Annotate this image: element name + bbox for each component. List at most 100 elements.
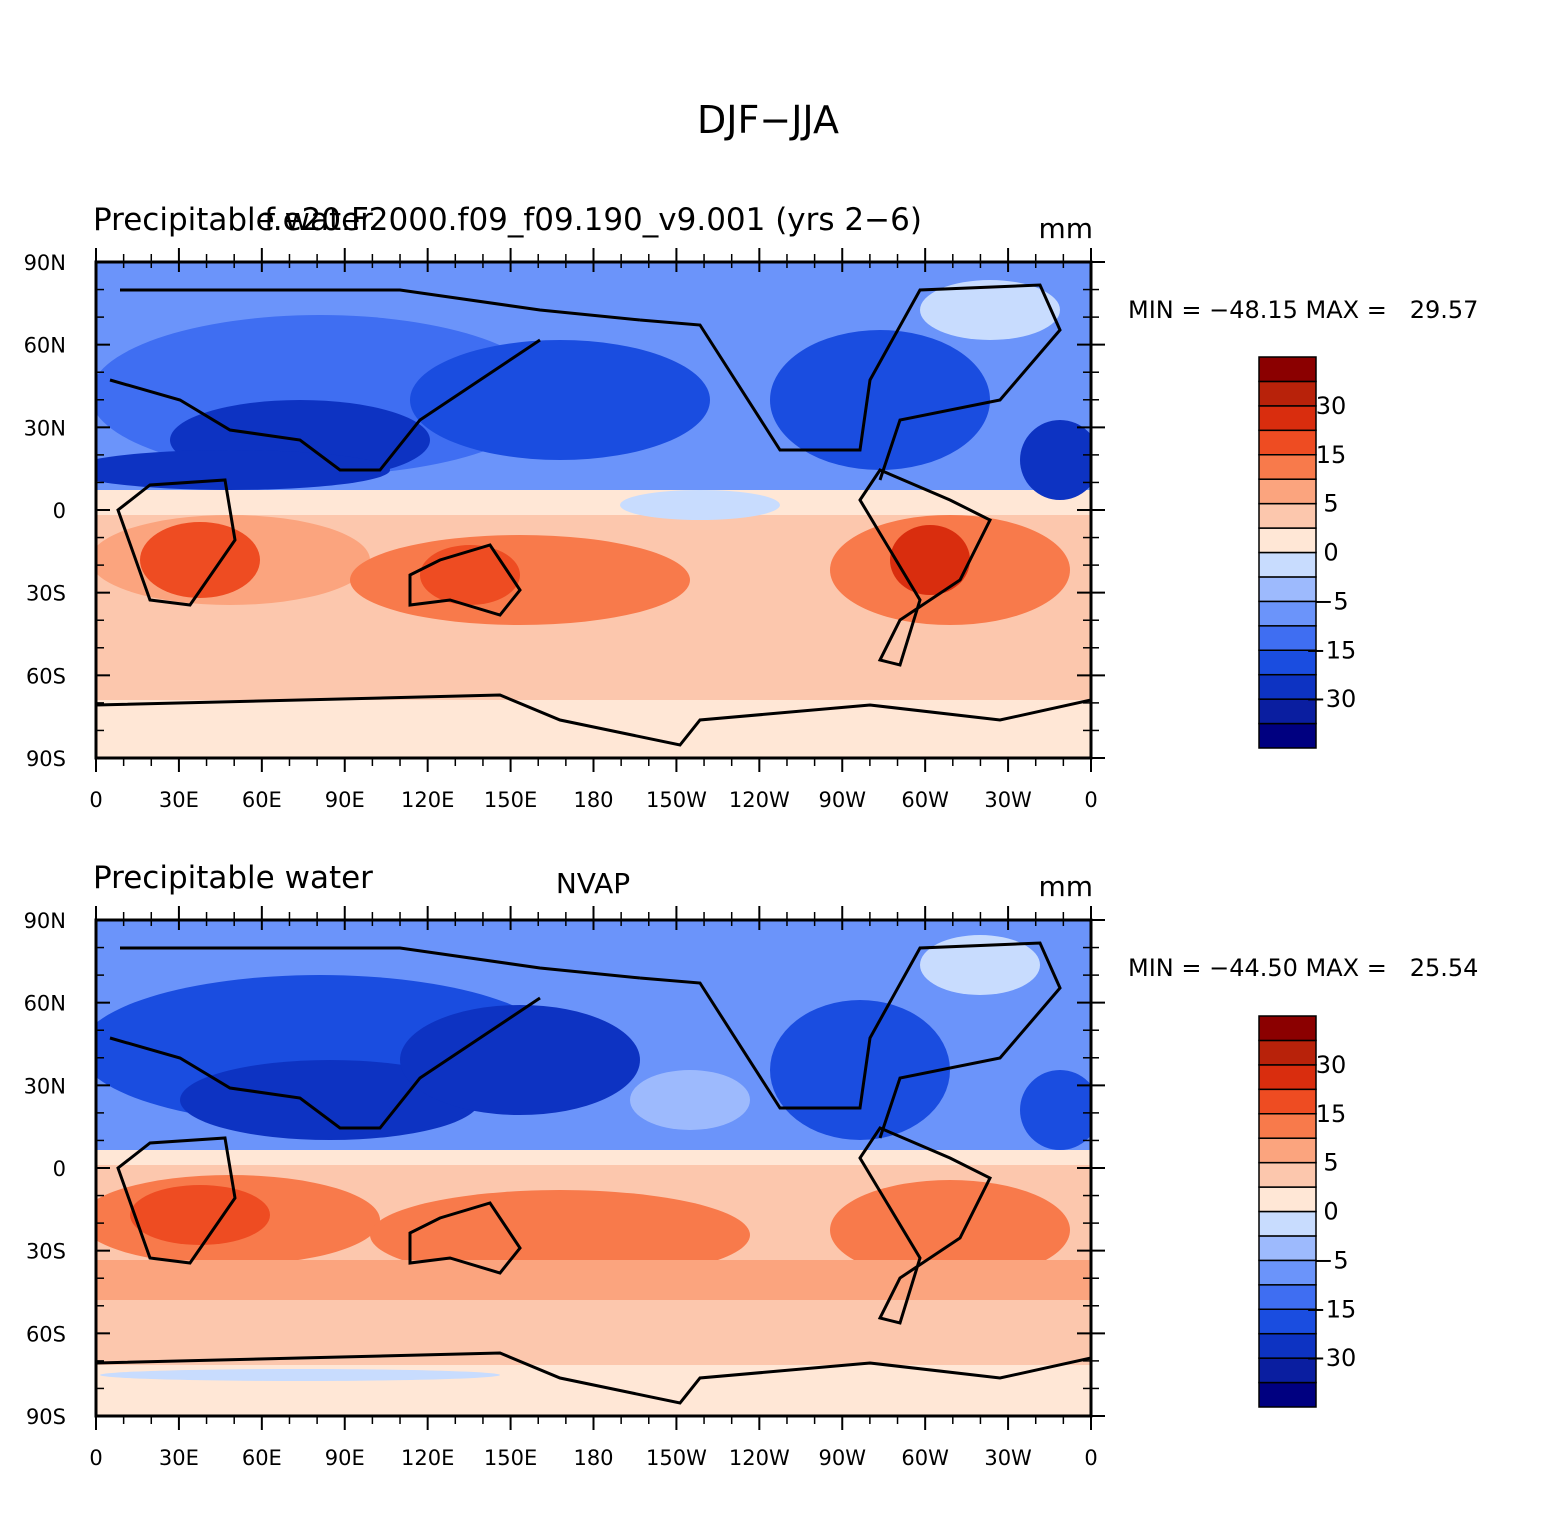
colorbar-swatch — [1258, 1113, 1317, 1139]
colorbar: 30 15 5 0 −5 −15 −30 — [1258, 356, 1357, 749]
colorbar-label: 0 — [1323, 1198, 1338, 1226]
lat-tick-label: 90S — [26, 747, 66, 771]
panel-center-title: f.e20.F2000.f09_f09.190_v9.001 (yrs 2−6) — [264, 202, 922, 238]
lon-tick-label: 0 — [1084, 1446, 1097, 1470]
lat-tick-label: 30N — [24, 1074, 66, 1098]
colorbar-swatch — [1258, 502, 1317, 529]
coastline-outlines — [96, 283, 1091, 747]
colorbar-label: −5 — [1313, 587, 1348, 615]
contour-field — [96, 920, 1091, 1416]
colorbar-swatch — [1258, 722, 1317, 749]
lat-tick-label: 0 — [53, 499, 66, 523]
lon-tick-label: 60E — [242, 788, 282, 812]
colorbar-label: −30 — [1306, 1344, 1357, 1372]
colorbar: 30 15 5 0 −5 −15 −30 — [1258, 1015, 1357, 1408]
lon-tick-label: 0 — [1084, 788, 1097, 812]
lat-tick-label: 30S — [26, 582, 66, 606]
panel-center-title: NVAP — [556, 867, 630, 900]
lon-tick-label: 60W — [901, 1446, 949, 1470]
lon-tick-label: 120E — [401, 1446, 454, 1470]
lon-tick-label: 90E — [325, 788, 365, 812]
map-panel-nvap: 90N 60N 30N 0 30S 60S 90S 0 30E 60E 90E 120E 150E 180… — [24, 860, 1479, 1470]
colorbar-swatch — [1258, 1381, 1317, 1408]
colorbar-swatch — [1258, 1284, 1317, 1310]
colorbar-swatch — [1258, 600, 1317, 627]
map-axes: 90N 60N 30N 0 30S 60S 90S 0 30E 60E 90E 120E 150E 180… — [24, 906, 1105, 1470]
lon-tick-label: 150E — [484, 1446, 537, 1470]
colorbar-swatch — [1258, 576, 1317, 603]
lon-tick-label: 60W — [901, 788, 949, 812]
colorbar-swatch — [1258, 478, 1317, 505]
colorbar-label: 30 — [1316, 1051, 1347, 1079]
colorbar-label: −15 — [1306, 1295, 1357, 1323]
colorbar-swatch — [1258, 454, 1317, 480]
colorbar-label: 5 — [1323, 1149, 1338, 1177]
panel-units: mm — [1038, 212, 1093, 245]
colorbar-swatch — [1258, 551, 1317, 578]
lat-tick-label: 90N — [24, 909, 66, 933]
colorbar-swatch — [1258, 1015, 1317, 1042]
colorbar-label: 15 — [1316, 441, 1347, 469]
colorbar-swatch — [1258, 1161, 1317, 1188]
colorbar-swatch — [1258, 1210, 1317, 1237]
lat-tick-label: 90N — [24, 251, 66, 275]
colorbar-label: 0 — [1323, 539, 1338, 567]
lat-tick-label: 60S — [26, 664, 66, 688]
lat-tick-label: 0 — [53, 1157, 66, 1181]
lon-tick-label: 0 — [89, 788, 102, 812]
panel-left-title: Precipitable water — [93, 860, 373, 896]
lon-tick-label: 120W — [729, 1446, 790, 1470]
panel-min-max: MIN = −44.50 MAX = 25.54 — [1128, 954, 1478, 982]
lon-tick-label: 60E — [242, 1446, 282, 1470]
colorbar-swatch — [1258, 1186, 1317, 1213]
lon-tick-label: 180 — [573, 1446, 613, 1470]
colorbar-swatch — [1258, 1137, 1317, 1164]
panel-min-max: MIN = −48.15 MAX = 29.57 — [1128, 296, 1478, 324]
colorbar-swatch — [1258, 1235, 1317, 1262]
lon-tick-label: 120E — [401, 788, 454, 812]
colorbar-swatch — [1258, 1064, 1317, 1091]
colorbar-label: −5 — [1313, 1246, 1348, 1274]
colorbar-swatch — [1258, 405, 1317, 432]
lon-tick-label: 90W — [819, 788, 867, 812]
lat-tick-label: 90S — [26, 1405, 66, 1429]
colorbar-swatch — [1258, 1088, 1317, 1115]
colorbar-swatch — [1258, 1259, 1317, 1286]
lon-tick-label: 0 — [89, 1446, 102, 1470]
colorbar-label: −15 — [1306, 636, 1357, 664]
colorbar-swatch — [1258, 625, 1317, 651]
colorbar-swatch — [1258, 527, 1317, 554]
lon-tick-label: 150W — [646, 1446, 707, 1470]
lon-tick-label: 90W — [819, 1446, 867, 1470]
lon-tick-label: 30E — [159, 788, 199, 812]
map-panel-model: 90N 60N 30N 0 30S 60S 90S 0 30E 60E 90E 120E 150E 180… — [24, 202, 1479, 812]
colorbar-swatch — [1258, 649, 1317, 676]
lon-tick-label: 30W — [984, 1446, 1032, 1470]
colorbar-swatch — [1258, 1308, 1317, 1335]
lon-tick-label: 180 — [573, 788, 613, 812]
lat-tick-label: 60N — [24, 334, 66, 358]
lat-tick-label: 60N — [24, 992, 66, 1016]
colorbar-label: 5 — [1323, 490, 1338, 518]
lon-tick-label: 30W — [984, 788, 1032, 812]
colorbar-swatch — [1258, 429, 1317, 456]
lon-tick-label: 30E — [159, 1446, 199, 1470]
colorbar-swatch — [1258, 698, 1317, 725]
figure-title: DJF−JJA — [697, 98, 839, 142]
lon-tick-label: 150E — [484, 788, 537, 812]
panel-units: mm — [1038, 870, 1093, 903]
contour-field — [96, 262, 1091, 758]
lon-tick-label: 150W — [646, 788, 707, 812]
colorbar-swatch — [1258, 356, 1317, 383]
lat-tick-label: 30N — [24, 416, 66, 440]
coastline-outlines — [96, 941, 1091, 1405]
colorbar-swatch — [1258, 380, 1317, 407]
colorbar-swatch — [1258, 1357, 1317, 1384]
lat-tick-label: 60S — [26, 1322, 66, 1346]
colorbar-label: 15 — [1316, 1100, 1347, 1128]
colorbar-label: −30 — [1306, 685, 1357, 713]
colorbar-label: 30 — [1316, 392, 1347, 420]
lon-tick-label: 120W — [729, 788, 790, 812]
lat-tick-label: 30S — [26, 1240, 66, 1264]
